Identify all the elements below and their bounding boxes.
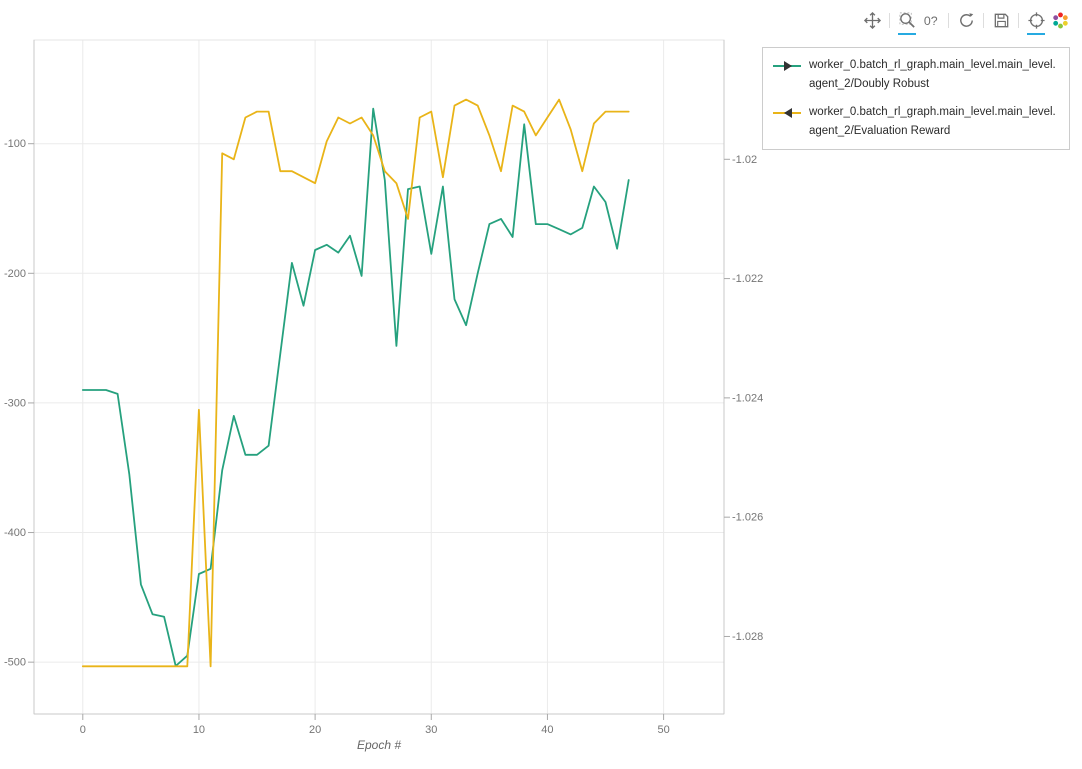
left-y-tick-label: -400: [4, 527, 26, 539]
save-tool-button[interactable]: [989, 8, 1013, 32]
bokeh-logo-icon: [1052, 12, 1068, 28]
legend-item: worker_0.batch_rl_graph.main_level.main_…: [772, 103, 1060, 141]
bokeh-toolbar: 0?: [860, 8, 1072, 35]
toolbar-separator: [889, 12, 890, 28]
box-zoom-icon: [898, 11, 915, 28]
save-icon: [994, 13, 1008, 27]
x-tick-label: 50: [657, 724, 669, 736]
legend-glyph-1: [773, 108, 801, 118]
left-y-tick-label: -100: [4, 138, 26, 150]
x-tick-label: 20: [309, 724, 321, 736]
legend-glyph-0: [773, 61, 801, 71]
right-y-tick-label: -1.02: [732, 154, 757, 166]
hover-icon: 0?: [923, 13, 937, 27]
x-axis-title: Epoch #: [356, 738, 402, 752]
legend: worker_0.batch_rl_graph.main_level.main_…: [762, 47, 1070, 150]
right-y-tick-label: -1.024: [732, 392, 763, 404]
left-y-tick-label: -300: [4, 397, 26, 409]
right-y-tick-label: -1.026: [732, 512, 763, 524]
box-zoom-tool-button[interactable]: [895, 8, 919, 35]
left-y-tick-label: -500: [4, 657, 26, 669]
triangle-left-marker: [784, 108, 792, 118]
x-tick-label: 10: [193, 724, 205, 736]
hover-tool-button[interactable]: 0?: [919, 8, 943, 32]
reset-tool-button[interactable]: [954, 8, 978, 32]
crosshair-tool-button[interactable]: [1024, 8, 1048, 35]
right-y-tick-label: -1.028: [732, 631, 763, 643]
svg-text:0?: 0?: [923, 13, 937, 27]
left-y-tick-label: -200: [4, 268, 26, 280]
series-line-0: [81, 107, 630, 667]
pan-tool-button[interactable]: [860, 8, 884, 32]
x-tick-label: 40: [541, 724, 553, 736]
reset-icon: [959, 12, 973, 27]
toolbar-separator: [948, 12, 949, 28]
series-line-1: [81, 98, 630, 668]
pan-icon: [863, 11, 881, 29]
right-y-tick-label: -1.022: [732, 273, 763, 285]
x-tick-label: 0: [80, 724, 86, 736]
toolbar-separator: [983, 12, 984, 28]
legend-item: worker_0.batch_rl_graph.main_level.main_…: [772, 56, 1060, 94]
plot-area[interactable]: [34, 40, 724, 714]
crosshair-icon: [1027, 11, 1045, 29]
x-tick-label: 30: [425, 724, 437, 736]
toolbar-separator: [1018, 12, 1019, 28]
legend-item-label: worker_0.batch_rl_graph.main_level.main_…: [809, 59, 1056, 90]
triangle-right-marker: [784, 61, 792, 71]
legend-item-label: worker_0.batch_rl_graph.main_level.main_…: [809, 106, 1056, 137]
bokeh-logo-button[interactable]: [1048, 8, 1072, 32]
